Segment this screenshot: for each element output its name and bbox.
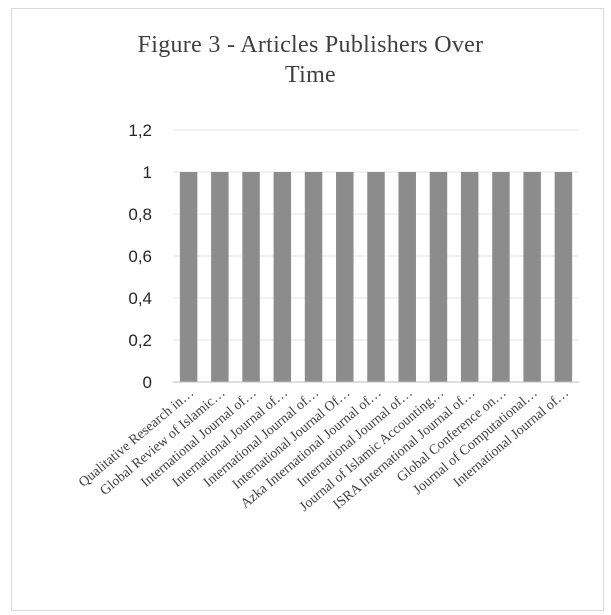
chart-title-line-1: Figure 3 - Articles Publishers Over bbox=[137, 32, 484, 58]
y-tick-label: 0,8 bbox=[128, 205, 152, 224]
y-tick-label: 0,6 bbox=[128, 247, 152, 266]
chart-title-line-2: Time bbox=[284, 62, 336, 88]
y-tick-label: 1 bbox=[143, 163, 152, 182]
bar bbox=[523, 172, 541, 382]
y-axis-tick-labels: 0 0,2 0,4 0,6 0,8 1 1,2 bbox=[128, 121, 152, 392]
y-tick-label: 0,4 bbox=[128, 289, 152, 308]
bars bbox=[179, 172, 573, 382]
bar bbox=[336, 172, 354, 382]
bar bbox=[179, 172, 198, 382]
chart-title: Figure 3 - Articles Publishers Over Time bbox=[14, 30, 607, 90]
y-tick-label: 1,2 bbox=[128, 121, 152, 140]
bar bbox=[429, 172, 448, 382]
bar bbox=[492, 172, 510, 382]
bar bbox=[273, 172, 292, 382]
y-tick-label: 0 bbox=[143, 373, 152, 392]
bar bbox=[242, 172, 260, 382]
bar bbox=[367, 172, 385, 382]
bar bbox=[554, 172, 573, 382]
bar bbox=[398, 172, 416, 382]
bar bbox=[304, 172, 323, 382]
bar bbox=[211, 172, 229, 382]
bar bbox=[460, 172, 479, 382]
y-tick-label: 0,2 bbox=[128, 331, 152, 350]
x-axis-tick-labels: Qualitative Research in…Global Review of… bbox=[76, 386, 572, 515]
